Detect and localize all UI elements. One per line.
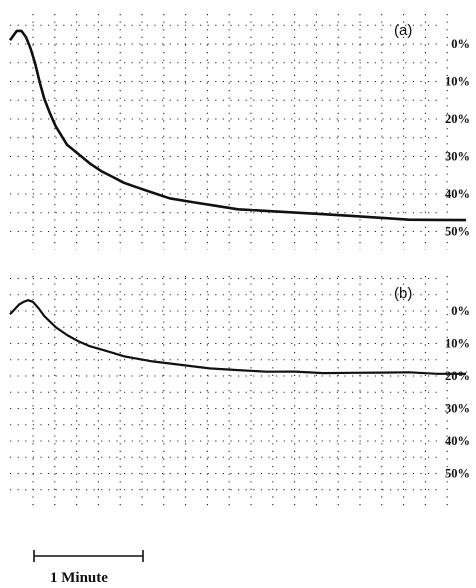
y-tick-label: 50% — [445, 467, 470, 481]
panel-b-label: (b) — [394, 285, 412, 302]
panel-a-series-line — [8, 29, 467, 222]
panel-b: (b) 0% 10% 20% 30% 40% 50% — [9, 276, 470, 506]
panel-a-y-ticks: 0% 10% 20% 30% 40% 50% — [445, 37, 470, 239]
panel-a-grid — [10, 14, 448, 250]
y-tick-label: 30% — [445, 150, 470, 164]
scale-bar-label: 1 Minute — [50, 570, 108, 586]
panel-a: (a) 0% 10% 20% 30% 40% 50% — [8, 14, 470, 250]
time-scale-bar: 1 Minute — [33, 550, 144, 586]
panel-b-series-line — [9, 299, 466, 375]
y-tick-label: 20% — [445, 112, 470, 126]
y-tick-label: 20% — [445, 369, 470, 383]
y-tick-label: 40% — [445, 187, 470, 201]
panel-a-label: (a) — [394, 22, 412, 39]
y-tick-label: 10% — [445, 75, 470, 89]
y-tick-label: 10% — [445, 337, 470, 351]
y-tick-label: 0% — [451, 304, 470, 318]
y-tick-label: 0% — [451, 37, 470, 51]
y-tick-label: 30% — [445, 402, 470, 416]
y-tick-label: 50% — [445, 225, 470, 239]
panel-b-y-ticks: 0% 10% 20% 30% 40% 50% — [445, 304, 470, 481]
panel-b-grid — [10, 276, 448, 506]
y-tick-label: 40% — [445, 434, 470, 448]
